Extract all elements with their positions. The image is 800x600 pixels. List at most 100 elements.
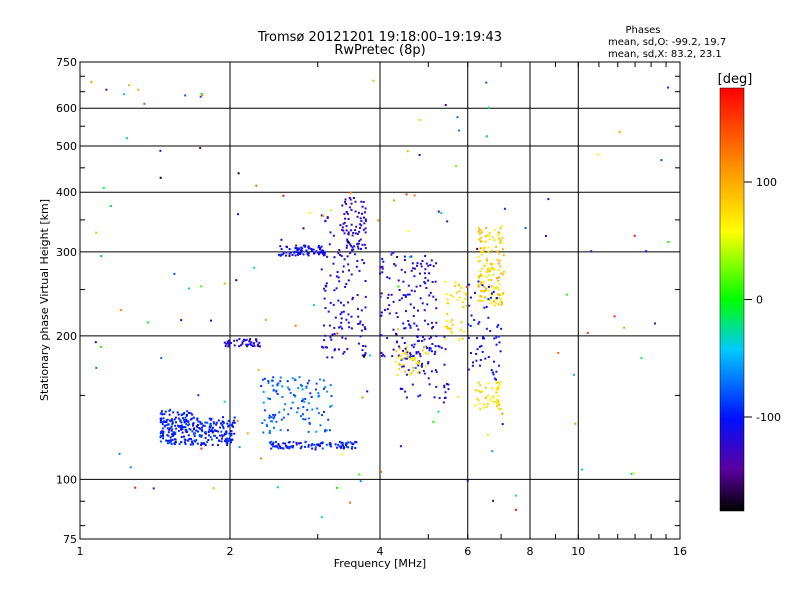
data-point	[325, 282, 328, 285]
data-point	[200, 285, 203, 288]
data-point	[361, 212, 363, 215]
data-point	[295, 441, 298, 444]
data-point	[487, 298, 490, 301]
data-point	[339, 224, 342, 227]
data-point	[419, 272, 421, 275]
data-point	[480, 289, 483, 292]
data-point	[325, 443, 328, 446]
data-point	[497, 303, 500, 306]
data-point	[359, 217, 362, 220]
data-point	[433, 353, 436, 356]
data-point	[514, 494, 517, 497]
data-point	[340, 255, 343, 258]
data-point	[420, 365, 423, 368]
data-point	[262, 378, 264, 381]
data-point	[427, 362, 430, 365]
data-point	[482, 290, 485, 293]
data-point	[482, 299, 485, 302]
data-point	[490, 369, 493, 371]
data-point	[184, 428, 187, 431]
data-point	[168, 439, 171, 442]
data-point	[278, 411, 281, 414]
data-point	[186, 431, 189, 433]
data-point	[413, 306, 415, 309]
data-point	[425, 262, 428, 265]
data-point	[208, 417, 211, 420]
data-point	[341, 204, 344, 207]
data-point	[347, 313, 350, 316]
data-point	[497, 293, 499, 296]
data-point	[345, 225, 348, 228]
data-point	[306, 408, 309, 411]
data-point	[354, 447, 357, 449]
data-point	[419, 262, 422, 265]
data-point	[193, 435, 196, 437]
data-point	[490, 387, 493, 390]
data-point	[363, 243, 366, 246]
data-point	[295, 244, 298, 247]
data-point	[490, 263, 493, 265]
data-point	[478, 345, 481, 348]
data-point	[457, 396, 459, 399]
data-point	[209, 424, 212, 427]
data-point	[269, 398, 271, 400]
data-point	[208, 429, 211, 431]
data-point	[395, 312, 398, 315]
data-point	[320, 442, 322, 445]
data-point	[499, 350, 502, 353]
data-point	[410, 269, 413, 272]
data-point	[246, 432, 249, 435]
data-point	[207, 439, 210, 441]
data-point	[467, 337, 470, 339]
data-point	[502, 273, 505, 276]
data-point	[169, 436, 172, 439]
data-point	[479, 364, 481, 367]
data-point	[338, 326, 341, 329]
data-point	[357, 323, 360, 325]
data-point	[364, 328, 367, 331]
data-point	[171, 423, 174, 426]
data-point	[241, 342, 244, 345]
data-point	[181, 417, 184, 420]
data-point	[288, 388, 291, 391]
data-point	[405, 396, 408, 399]
data-point	[257, 343, 260, 346]
data-point	[362, 345, 365, 347]
data-point	[244, 339, 247, 342]
colorbar-unit: [deg]	[718, 72, 753, 87]
data-point	[469, 296, 472, 299]
data-point	[432, 265, 435, 268]
data-point	[207, 431, 210, 433]
data-point	[443, 335, 446, 338]
data-point	[304, 418, 307, 421]
data-point	[236, 339, 238, 342]
data-point	[227, 419, 230, 422]
data-point	[437, 345, 440, 348]
data-point	[317, 392, 320, 394]
data-point	[457, 283, 460, 286]
data-point	[317, 443, 320, 446]
data-point	[334, 316, 337, 319]
data-point	[267, 381, 270, 384]
data-point	[487, 382, 490, 384]
data-point	[497, 237, 500, 240]
data-point	[171, 433, 174, 436]
data-point	[221, 435, 224, 438]
data-point	[278, 444, 281, 447]
data-point	[417, 328, 420, 331]
data-point	[396, 328, 399, 331]
data-point	[444, 396, 447, 399]
data-point	[333, 289, 336, 292]
data-point	[501, 301, 503, 304]
data-point	[289, 391, 292, 394]
data-point	[498, 403, 501, 406]
data-point	[183, 412, 186, 415]
data-point	[230, 342, 232, 344]
data-point	[231, 425, 234, 428]
data-point	[168, 428, 171, 431]
data-point	[388, 304, 391, 307]
data-point	[415, 285, 418, 288]
data-point	[497, 335, 500, 338]
data-point	[495, 391, 498, 394]
data-point	[427, 279, 430, 282]
